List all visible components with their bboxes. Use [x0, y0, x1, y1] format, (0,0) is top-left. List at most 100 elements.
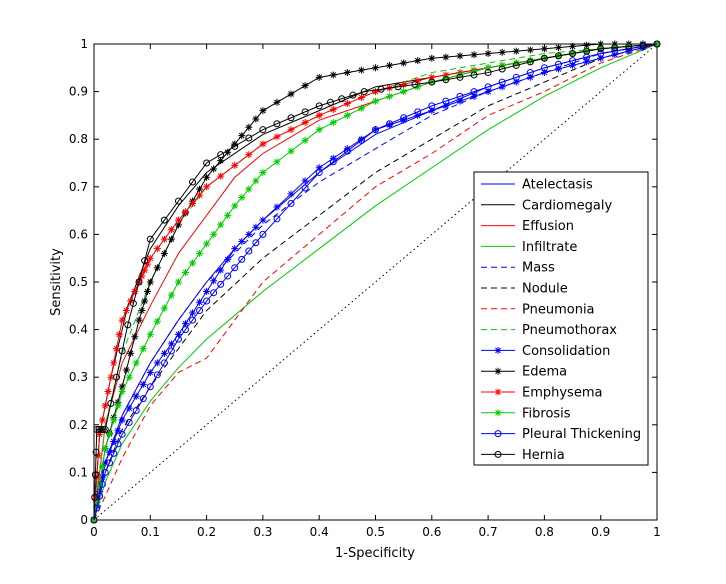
point-hernia-marker: [124, 321, 132, 329]
point-hernia-marker: [101, 426, 109, 434]
point-edema-marker: [372, 64, 379, 72]
point-consolidation-marker: [287, 190, 295, 198]
legend-label: Mass: [522, 261, 555, 276]
point-hernia-marker: [512, 61, 520, 69]
point-consolidation-marker: [238, 238, 246, 246]
point-hernia-marker: [583, 47, 591, 55]
point-consolidation-marker: [174, 330, 182, 338]
point-emphysema-marker: [122, 307, 130, 315]
point-edema-marker: [526, 46, 534, 54]
legend-label: Pleural Thickening: [522, 427, 641, 442]
point-pleural-thickening-marker: [329, 158, 337, 166]
point-edema-marker: [167, 235, 175, 243]
point-consolidation-marker: [96, 487, 104, 495]
point-hernia-marker: [231, 142, 239, 150]
legend-entry-pneumonia: Pneumonia: [481, 302, 595, 317]
point-emphysema-marker: [259, 140, 267, 148]
series-line-infiltrate: [93, 43, 658, 521]
point-consolidation-marker: [343, 145, 351, 153]
point-emphysema-marker: [357, 94, 365, 102]
point-emphysema-marker: [104, 387, 112, 395]
point-fibrosis-marker: [484, 64, 492, 72]
point-fibrosis-marker: [372, 97, 379, 105]
point-fibrosis-marker: [224, 211, 232, 219]
point-edema-marker: [141, 297, 149, 305]
y-tick-label: 0.8: [69, 132, 88, 146]
series-line-hernia: [93, 43, 658, 521]
point-consolidation-marker: [597, 54, 605, 62]
point-hernia-marker: [411, 80, 419, 88]
point-hernia-marker: [569, 50, 577, 58]
point-pleural-thickening-marker: [343, 147, 351, 155]
point-edema-marker: [569, 42, 577, 50]
point-emphysema-marker: [287, 126, 295, 134]
point-fibrosis-marker: [217, 221, 225, 229]
point-edema-marker: [611, 40, 619, 48]
point-fibrosis-marker: [196, 249, 204, 257]
point-consolidation-marker: [114, 427, 122, 435]
y-tick-label: 0.1: [69, 465, 88, 479]
point-emphysema-marker: [372, 88, 379, 96]
series-line-pneumothorax: [93, 43, 658, 521]
point-consolidation-marker: [231, 245, 239, 253]
point-fibrosis-marker: [414, 83, 422, 91]
point-hernia-marker: [99, 426, 107, 434]
point-hernia-marker: [360, 88, 368, 96]
point-fibrosis-marker: [259, 169, 267, 177]
point-pleural-thickening-marker: [98, 480, 106, 488]
point-pleural-thickening-marker: [442, 97, 450, 105]
point-emphysema-marker: [442, 71, 450, 79]
point-fibrosis-marker: [174, 278, 182, 286]
point-edema-marker: [203, 173, 211, 181]
point-consolidation-marker: [554, 65, 562, 73]
point-emphysema-marker: [329, 105, 337, 113]
point-fibrosis-marker: [105, 430, 113, 438]
point-edema-marker: [131, 333, 139, 341]
point-pleural-thickening-marker: [414, 108, 422, 116]
series-infiltrate: [93, 43, 658, 521]
point-hernia-marker: [597, 45, 605, 53]
y-axis-label: Sensitivity: [49, 248, 64, 316]
point-hernia-marker: [456, 73, 464, 81]
legend-entry-fibrosis: Fibrosis: [481, 406, 571, 421]
point-fibrosis-marker: [181, 268, 189, 276]
point-fibrosis-marker: [498, 61, 506, 69]
y-tick-label: 0: [80, 513, 88, 527]
point-fibrosis-marker: [210, 230, 218, 238]
y-tick-label: 0.7: [69, 180, 88, 194]
chance-diagonal: [93, 43, 658, 521]
point-edema-marker: [217, 157, 225, 165]
legend-marker: [494, 430, 502, 438]
point-pleural-thickening-marker: [386, 120, 394, 128]
point-emphysema-marker: [113, 345, 121, 353]
legend-entry-pleural-thickening: Pleural Thickening: [481, 427, 641, 442]
legend-label: Consolidation: [522, 344, 610, 359]
point-consolidation-marker: [217, 266, 225, 274]
x-tick-label: 0.2: [197, 525, 216, 539]
point-edema-marker: [118, 383, 126, 391]
point-consolidation-marker: [611, 51, 619, 59]
point-consolidation-marker: [512, 78, 520, 86]
legend-label: Emphysema: [522, 386, 602, 401]
x-tick-label: 0.7: [479, 525, 498, 539]
point-consolidation-marker: [98, 473, 106, 481]
point-fibrosis-marker: [98, 462, 106, 470]
legend-box: [473, 171, 649, 466]
point-emphysema-marker: [131, 288, 139, 296]
point-emphysema-marker: [231, 161, 239, 169]
point-hernia-marker: [338, 95, 346, 103]
point-pleural-thickening-marker: [252, 239, 260, 247]
point-consolidation-marker: [132, 392, 140, 400]
point-pleural-thickening-marker: [611, 47, 619, 55]
point-pleural-thickening-marker: [456, 92, 464, 100]
point-emphysema-marker: [273, 133, 281, 141]
point-pleural-thickening-marker: [114, 440, 122, 448]
point-emphysema-marker: [98, 416, 106, 424]
point-consolidation-marker: [153, 359, 161, 367]
point-pleural-thickening-marker: [217, 280, 225, 288]
point-hernia-marker: [90, 516, 98, 524]
y-tick-label: 0.4: [69, 323, 88, 337]
point-edema-marker: [470, 51, 478, 59]
point-consolidation-marker: [456, 97, 464, 105]
point-hernia-marker: [189, 178, 197, 186]
